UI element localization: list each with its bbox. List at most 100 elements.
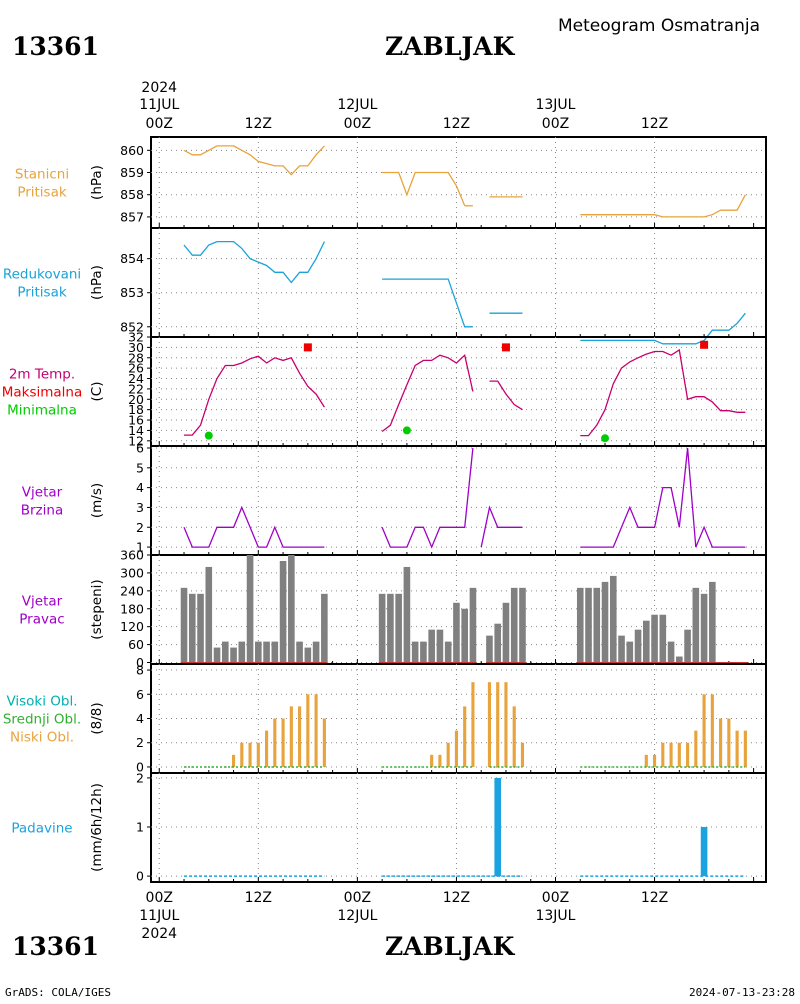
y-tick-label: 120 <box>120 619 144 634</box>
low-cloud-bar <box>463 706 467 767</box>
wind-direction-bar <box>436 629 444 663</box>
tmin-marker <box>402 426 411 435</box>
time-label-top: 12Z <box>245 116 272 132</box>
low-cloud-bar <box>265 730 269 767</box>
wind-direction-bar <box>378 593 386 663</box>
wind-direction-bar <box>609 575 617 663</box>
panel-1: 857 858 859 860 (hPa) Stanicni Pritisak <box>15 136 767 229</box>
wind-direction-bar <box>510 587 518 663</box>
low-cloud-bar <box>430 754 434 767</box>
y-tick-label: 16 <box>128 413 144 428</box>
wind-direction-bar <box>692 587 700 663</box>
header-title: Meteogram Osmatranja <box>558 16 760 36</box>
tmin-marker <box>204 431 213 440</box>
wind-direction-bar <box>180 587 188 663</box>
low-cloud-bar <box>694 730 698 767</box>
station-name-top: ZABLJAK <box>385 32 516 61</box>
low-cloud-bar <box>504 682 508 767</box>
y-tick-label: 18 <box>128 402 144 417</box>
wind-direction-bar <box>387 593 394 663</box>
y-tick-label: 8 <box>136 663 144 678</box>
low-cloud-bar <box>644 754 648 767</box>
y-tick-label: 20 <box>128 392 144 407</box>
low-cloud-bar <box>289 706 293 767</box>
series-label: Pravac <box>19 612 64 628</box>
series-line <box>580 194 746 218</box>
y-tick-label: 4 <box>136 711 144 726</box>
wind-direction-bar <box>263 641 270 663</box>
y-tick-label: 0 <box>136 655 144 670</box>
precip-bar <box>494 777 502 877</box>
wind-direction-bar <box>279 560 287 663</box>
time-label-top: 00Z <box>146 116 173 132</box>
precip-bar <box>700 827 708 877</box>
tmin-marker <box>601 434 610 443</box>
series-label: Redukovani <box>3 267 81 283</box>
y-tick-label: 1 <box>136 540 144 555</box>
y-tick-label: 0 <box>136 869 144 884</box>
station-id-top: 13361 <box>12 32 99 61</box>
wind-direction-bar <box>601 581 609 663</box>
panel-4: 1 2 3 4 5 6 (m/s) Vjetar Brzina <box>21 440 767 556</box>
series-label: Brzina <box>21 503 63 519</box>
footer-credit: GrADS: COLA/IGES <box>5 986 111 999</box>
wind-direction-bar <box>667 641 675 663</box>
time-label-top: 00Z <box>344 116 371 132</box>
y-tick-label: 2 <box>136 520 144 535</box>
low-cloud-bar <box>743 730 747 767</box>
footer-timestamp: 2024-07-13-23:28 <box>689 986 795 999</box>
y-tick-label: 0 <box>136 759 144 774</box>
y-tick-label: 3 <box>136 500 144 515</box>
low-cloud-bar <box>231 754 236 767</box>
time-label-bottom: 12Z <box>641 890 668 906</box>
wind-direction-bar <box>271 641 279 663</box>
series-label: Pritisak <box>17 185 67 201</box>
low-cloud-bar <box>298 706 302 767</box>
y-tick-label: 60 <box>128 637 144 652</box>
y-tick-label: 26 <box>128 361 144 376</box>
wind-direction-bar <box>486 635 493 663</box>
wind-direction-bar <box>213 647 221 663</box>
year-label-bottom: 2024 <box>141 926 177 942</box>
series-label: Stanicni <box>15 167 69 183</box>
date-label-bottom: 12JUL <box>337 908 377 924</box>
low-cloud-bar <box>248 742 252 767</box>
series-line <box>480 505 523 548</box>
low-cloud-bar <box>438 754 442 767</box>
series-line <box>183 240 325 284</box>
y-tick-label: 32 <box>128 330 144 345</box>
y-tick-label: 2 <box>136 735 144 750</box>
y-tick-label: 30 <box>128 340 144 355</box>
wind-direction-bar <box>238 641 246 663</box>
series-line <box>580 447 746 548</box>
low-cloud-bar <box>446 742 450 767</box>
panel-frame <box>150 772 767 883</box>
y-axis-label: (8/8) <box>89 702 105 734</box>
tmax-marker <box>700 340 709 349</box>
wind-direction-bar <box>230 647 237 663</box>
low-cloud-bar <box>652 754 657 767</box>
time-axis: 00Z 00Z 12Z 12Z 00Z 00Z 12Z 12Z 00Z 00Z 12Z 12Z 11JU… <box>139 80 668 942</box>
low-cloud-bar <box>686 742 690 767</box>
y-tick-label: 14 <box>128 423 144 438</box>
series-label: Visoki Obl. <box>6 694 77 710</box>
low-cloud-bar <box>520 742 525 767</box>
y-axis-label: (C) <box>89 382 105 402</box>
low-cloud-bar <box>314 694 318 767</box>
y-tick-label: 240 <box>120 583 144 598</box>
wind-direction-bar <box>420 641 427 663</box>
y-axis-label: (mm/6h/12h) <box>89 783 105 872</box>
y-tick-label: 1 <box>136 820 144 835</box>
date-label-bottom: 11JUL <box>139 908 179 924</box>
low-cloud-bar <box>669 742 673 767</box>
time-label-bottom: 00Z <box>542 890 569 906</box>
wind-direction-bar <box>453 602 460 663</box>
y-axis-label: (m/s) <box>89 483 105 518</box>
wind-direction-bar <box>461 608 468 663</box>
time-label-top: 12Z <box>641 116 668 132</box>
time-label-bottom: 00Z <box>344 890 371 906</box>
panel-7: 0 1 2 (mm/6h/12h) Padavine <box>11 770 767 884</box>
series-line <box>382 171 466 207</box>
series-line <box>580 312 746 345</box>
